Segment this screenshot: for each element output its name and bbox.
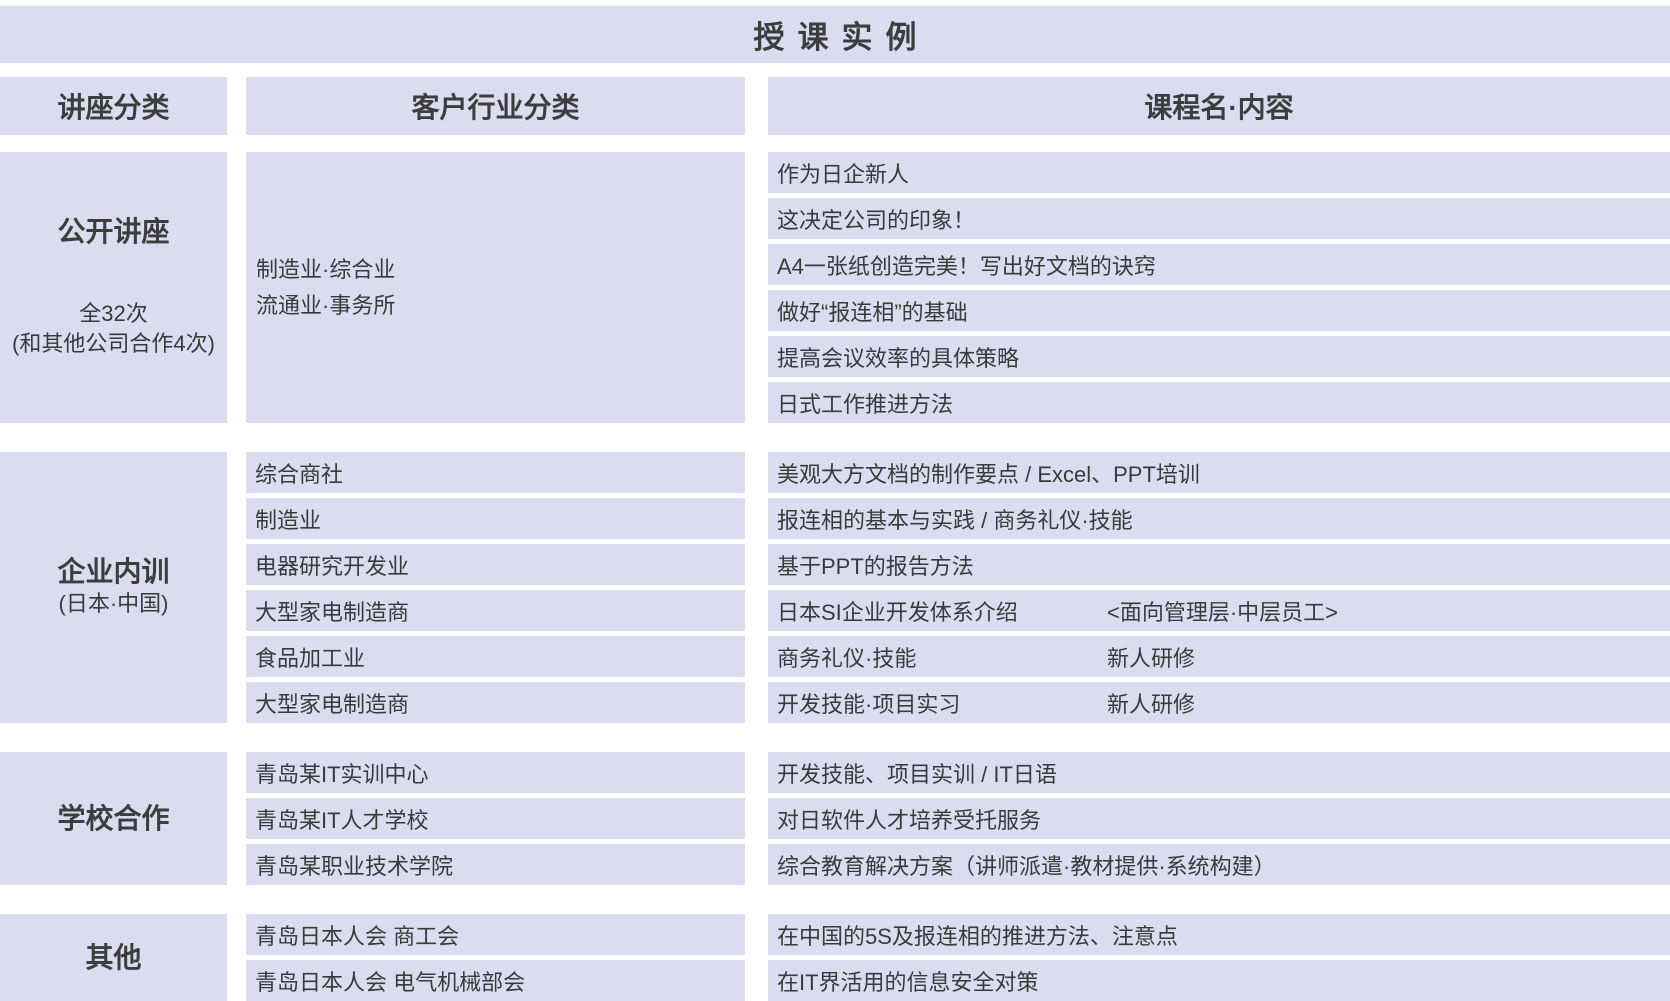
industry-cell: 青岛某IT人才学校 — [246, 798, 745, 839]
course-cell: 提高会议效率的具体策略 — [768, 336, 1670, 377]
course-cell: 这决定公司的印象！ — [768, 198, 1670, 239]
industry-cell: 制造业 — [246, 498, 745, 539]
course-cell: 基于PPT的报告方法 — [768, 544, 1670, 585]
industry-cell: 综合商社 — [246, 452, 745, 493]
section-sublabel: 全32次 (和其他公司合作4次) — [12, 300, 215, 357]
course-cell: 商务礼仪·技能 新人研修 — [768, 636, 1670, 677]
section-label: 公开讲座 — [57, 215, 170, 247]
industry-cell: 制造业·综合业 流通业·事务所 — [246, 152, 745, 423]
section-category-cell: 公开讲座全32次 (和其他公司合作4次) — [0, 152, 227, 423]
section-public-lectures: 公开讲座 全32次 (和其他公司合作4次) 制造业·综合业 流通业·事务所 作为日企新… — [0, 152, 1670, 423]
course-cell: 对日软件人才培养受托服务 — [768, 798, 1670, 839]
course-note: 新人研修 — [1107, 645, 1196, 671]
industry-column: 青岛某IT实训中心 青岛某IT人才学校 青岛某职业技术学院 — [246, 752, 745, 885]
header-client-industry: 客户行业分类 — [246, 77, 745, 135]
industry-column: 制造业·综合业 流通业·事务所 — [246, 152, 745, 423]
section-category-cell: 学校合作 — [0, 752, 227, 885]
course-cell: 开发技能、项目实训 / IT日语 — [768, 752, 1670, 793]
industry-cell: 食品加工业 — [246, 636, 745, 677]
section-school-cooperation: 学校合作 青岛某IT实训中心 青岛某IT人才学校 青岛某职业技术学院 开发技能、项目实训… — [0, 752, 1670, 885]
table-header-row: 讲座分类 客户行业分类 课程名·内容 — [0, 77, 1670, 135]
course-column: 在中国的5S及报连相的推进方法、注意点 在IT界活用的信息安全对策 — [768, 914, 1670, 1001]
page-title: 授课实例 — [0, 6, 1670, 63]
header-course-name-content: 课程名·内容 — [768, 77, 1670, 135]
industry-cell: 青岛某职业技术学院 — [246, 844, 745, 885]
course-note: <面向管理层·中层员工> — [1107, 599, 1339, 625]
header-lecture-category: 讲座分类 — [0, 77, 227, 135]
section-other: 其他 青岛日本人会 商工会 青岛日本人会 电气机械部会 在中国的5S及报连相的推进方法… — [0, 914, 1670, 1001]
course-cell: 日式工作推进方法 — [768, 382, 1670, 423]
section-sublabel: (日本·中国) — [58, 590, 169, 616]
section-corporate-training: 企业内训 (日本·中国) 综合商社 制造业 电器研究开发业 大型家电制造商 食品加工业 大型家… — [0, 452, 1670, 723]
industry-cell: 电器研究开发业 — [246, 544, 745, 585]
industry-cell: 青岛某IT实训中心 — [246, 752, 745, 793]
industry-column: 综合商社 制造业 电器研究开发业 大型家电制造商 食品加工业 大型家电制造商 — [246, 452, 745, 723]
course-cell: A4一张纸创造完美！写出好文档的诀窍 — [768, 244, 1670, 285]
industry-cell: 大型家电制造商 — [246, 682, 745, 723]
course-cell: 美观大方文档的制作要点 / Excel、PPT培训 — [768, 452, 1670, 493]
course-cell: 作为日企新人 — [768, 152, 1670, 193]
course-text: 日本SI企业开发体系介绍 — [777, 599, 1018, 625]
course-cell: 在IT界活用的信息安全对策 — [768, 960, 1670, 1001]
course-text: 开发技能·项目实习 — [777, 691, 961, 717]
course-cell: 做好“报连相”的基础 — [768, 290, 1670, 331]
industry-column: 青岛日本人会 商工会 青岛日本人会 电气机械部会 — [246, 914, 745, 1001]
course-cell: 报连相的基本与实践 / 商务礼仪·技能 — [768, 498, 1670, 539]
section-label: 学校合作 — [57, 802, 170, 834]
course-column: 开发技能、项目实训 / IT日语 对日软件人才培养受托服务 综合教育解决方案（讲师派… — [768, 752, 1670, 885]
course-text: 商务礼仪·技能 — [777, 645, 917, 671]
table-body: 公开讲座 全32次 (和其他公司合作4次) 制造业·综合业 流通业·事务所 作为日企新… — [0, 152, 1670, 1001]
section-category-cell: 其他 — [0, 914, 227, 1001]
industry-cell: 青岛日本人会 电气机械部会 — [246, 960, 745, 1001]
section-label: 其他 — [85, 941, 142, 973]
course-cell: 在中国的5S及报连相的推进方法、注意点 — [768, 914, 1670, 955]
course-column: 作为日企新人 这决定公司的印象！ A4一张纸创造完美！写出好文档的诀窍 做好“报连相”… — [768, 152, 1670, 423]
course-cell: 综合教育解决方案（讲师派遣·教材提供·系统构建） — [768, 844, 1670, 885]
course-column: 美观大方文档的制作要点 / Excel、PPT培训 报连相的基本与实践 / 商务礼… — [768, 452, 1670, 723]
industry-cell: 青岛日本人会 商工会 — [246, 914, 745, 955]
course-cell: 日本SI企业开发体系介绍 <面向管理层·中层员工> — [768, 590, 1670, 631]
course-note: 新人研修 — [1107, 691, 1196, 717]
section-label: 企业内训 — [57, 556, 170, 588]
course-cell: 开发技能·项目实习 新人研修 — [768, 682, 1670, 723]
section-category-cell: 企业内训 (日本·中国) — [0, 452, 227, 723]
industry-cell: 大型家电制造商 — [246, 590, 745, 631]
